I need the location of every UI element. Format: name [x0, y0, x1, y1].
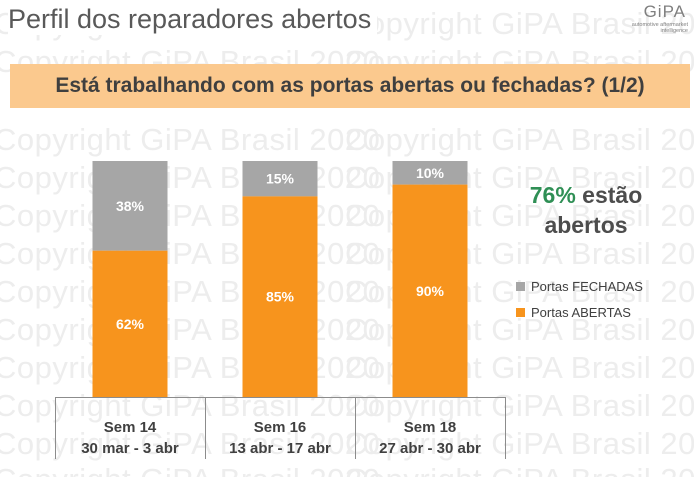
category-sublabel-0: 30 mar - 3 abr — [81, 440, 179, 457]
chart-legend: Portas FECHADAS Portas ABERTAS — [516, 276, 643, 328]
callout-text-1: estão — [582, 182, 643, 208]
category-sublabel-2: 27 abr - 30 abr — [379, 440, 481, 457]
label-fechadas-1: 15% — [266, 171, 295, 187]
logo-wordmark: GiPA — [643, 2, 686, 21]
label-abertas-2: 90% — [416, 283, 445, 299]
bar-abertas-1 — [242, 196, 318, 397]
gipa-logo: GiPA automotive aftermarket intelligence — [614, 2, 690, 38]
question-banner: Está trabalhando com as portas abertas o… — [10, 64, 690, 108]
category-label-0: Sem 14 — [104, 419, 157, 436]
legend-swatch-abertas — [516, 307, 525, 317]
bar-fechadas-0 — [92, 161, 168, 251]
label-fechadas-0: 38% — [116, 198, 145, 214]
label-fechadas-2: 10% — [416, 165, 445, 181]
legend-label-fechadas: Portas FECHADAS — [531, 278, 643, 294]
callout-text-2: abertos — [544, 212, 628, 238]
callout-percentage: 76% — [529, 182, 576, 208]
label-abertas-1: 85% — [266, 289, 295, 305]
legend-label-abertas: Portas ABERTAS — [531, 304, 631, 320]
label-abertas-0: 62% — [116, 316, 145, 332]
legend-item-abertas: Portas ABERTAS — [516, 302, 643, 322]
legend-swatch-fechadas — [516, 281, 525, 291]
bar-fechadas-2 — [392, 161, 468, 185]
bar-abertas-0 — [92, 250, 168, 397]
category-label-2: Sem 18 — [404, 419, 457, 436]
bar-abertas-2 — [392, 184, 468, 397]
question-text: Está trabalhando com as portas abertas o… — [55, 74, 645, 97]
page-title: Perfil dos reparadores abertos — [8, 4, 378, 35]
summary-callout: 76% estão abertos — [500, 180, 672, 240]
bar-fechadas-1 — [242, 161, 318, 197]
category-sublabel-1: 13 abr - 17 abr — [229, 440, 331, 457]
logo-tagline: automotive aftermarket intelligence — [631, 22, 688, 34]
category-label-1: Sem 16 — [254, 419, 307, 436]
legend-item-fechadas: Portas FECHADAS — [516, 276, 643, 296]
